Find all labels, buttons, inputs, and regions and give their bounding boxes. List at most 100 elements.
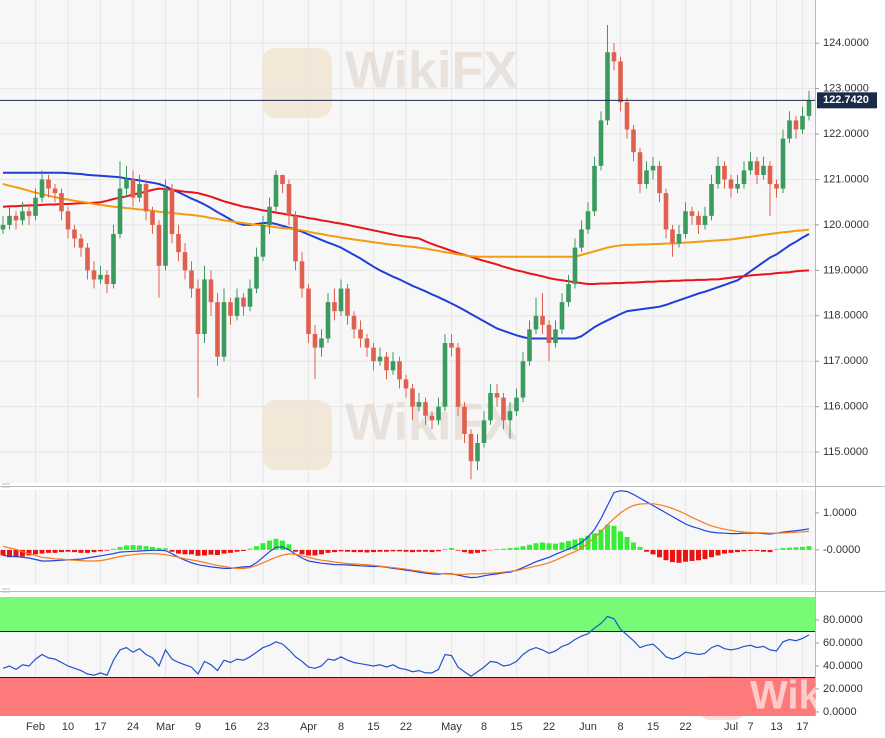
- candle-body: [670, 229, 675, 244]
- macd-histogram-bar: [741, 549, 747, 552]
- macd-histogram-bar: [306, 549, 311, 556]
- x-tick-label: Mar: [156, 721, 175, 733]
- candle-body: [683, 211, 688, 235]
- macd-histogram-bar: [241, 549, 246, 551]
- candle-body: [208, 279, 214, 303]
- candle-body: [397, 361, 402, 380]
- candle-body: [312, 333, 318, 348]
- y-tick-label: 123.0000: [823, 83, 869, 95]
- candle-body: [364, 338, 370, 348]
- candle-body: [468, 433, 474, 462]
- macd-histogram-bar: [410, 549, 415, 553]
- candle-body: [280, 174, 285, 185]
- macd-histogram-bar: [312, 549, 318, 556]
- y-tick-label: 20.0000: [823, 683, 863, 695]
- macd-histogram-bar: [722, 549, 727, 554]
- macd-histogram-bar: [728, 549, 734, 553]
- macd-histogram-bar: [676, 549, 682, 563]
- candle-body: [7, 215, 12, 225]
- candle-body: [462, 406, 467, 434]
- x-tick-label: May: [441, 721, 462, 733]
- candle-body: [78, 238, 84, 248]
- candle-body: [195, 288, 201, 334]
- macd-histogram-bar: [514, 547, 519, 550]
- candle-body: [806, 100, 812, 116]
- x-tick-label: 9: [195, 721, 201, 733]
- candle-body: [150, 211, 155, 225]
- macd-histogram-bar: [481, 549, 487, 552]
- macd-histogram-bar: [390, 549, 396, 552]
- candle-body: [501, 397, 506, 421]
- candle-body: [598, 120, 604, 166]
- candle-body: [377, 356, 383, 362]
- macd-histogram-bar: [592, 533, 597, 550]
- macd-histogram-bar: [0, 549, 6, 556]
- macd-histogram-bar: [33, 549, 38, 555]
- y-tick-label: 80.0000: [823, 614, 863, 626]
- candle-body: [787, 120, 792, 139]
- macd-histogram-bar: [650, 549, 656, 555]
- macd-histogram-bar: [384, 549, 389, 552]
- candle-body: [423, 402, 428, 416]
- macd-histogram-bar: [169, 549, 175, 552]
- macd-histogram-bar: [663, 549, 669, 561]
- x-tick-label: 24: [127, 721, 139, 733]
- macd-histogram-bar: [221, 549, 227, 554]
- candle-body: [215, 302, 220, 357]
- candle-body: [325, 302, 331, 339]
- macd-histogram-bar: [735, 549, 740, 553]
- candle-body: [117, 188, 123, 235]
- candle-body: [338, 288, 344, 312]
- macd-histogram-bar: [540, 542, 545, 550]
- macd-histogram-bar: [553, 543, 558, 550]
- candle-body: [332, 302, 337, 312]
- x-tick-label: 8: [617, 721, 623, 733]
- macd-histogram-bar: [423, 549, 428, 552]
- macd-histogram-bar: [130, 545, 136, 550]
- candle-body: [533, 315, 539, 330]
- macd-histogram-bar: [20, 549, 25, 557]
- last-price-label: 122.7420: [823, 94, 869, 106]
- macd-histogram-bar: [247, 548, 253, 550]
- macd-histogram-bar: [104, 549, 110, 551]
- macd-histogram-bar: [150, 546, 155, 550]
- watermark: WikiFX: [345, 42, 518, 100]
- macd-histogram-bar: [85, 549, 90, 553]
- macd-histogram-bar: [501, 548, 506, 550]
- candle-body: [520, 361, 526, 398]
- macd-histogram-bar: [806, 546, 812, 550]
- macd-histogram-bar: [254, 546, 259, 550]
- macd-histogram-bar: [644, 549, 649, 552]
- macd-histogram-bar: [351, 549, 357, 553]
- macd-histogram-bar: [377, 549, 383, 552]
- macd-histogram-bar: [273, 538, 279, 550]
- candle-body: [26, 211, 32, 216]
- macd-histogram-bar: [520, 546, 526, 550]
- candle-body: [429, 415, 435, 421]
- macd-histogram-bar: [215, 549, 220, 556]
- macd-histogram-bar: [787, 547, 792, 550]
- macd-histogram-bar: [13, 549, 19, 558]
- macd-histogram-bar: [767, 549, 773, 553]
- candle-body: [46, 179, 51, 189]
- macd-histogram-bar: [234, 549, 240, 552]
- candle-body: [273, 174, 279, 207]
- macd-histogram-bar: [345, 549, 350, 552]
- x-tick-label: Apr: [300, 721, 317, 733]
- candle-body: [585, 211, 591, 230]
- x-tick-label: 16: [224, 721, 236, 733]
- candle-body: [228, 302, 233, 316]
- x-tick-label: 22: [679, 721, 691, 733]
- macd-histogram-bar: [774, 549, 779, 550]
- macd-histogram-bar: [455, 549, 461, 551]
- candle-body: [767, 165, 773, 185]
- candle-body: [299, 261, 305, 289]
- candle-body: [52, 188, 58, 194]
- x-tick-label: 17: [796, 721, 808, 733]
- candle-body: [715, 165, 721, 185]
- candle-body: [104, 274, 110, 284]
- macd-histogram-bar: [702, 549, 708, 560]
- candle-body: [156, 224, 162, 266]
- macd-histogram-bar: [494, 549, 500, 550]
- macd-histogram-bar: [624, 536, 630, 550]
